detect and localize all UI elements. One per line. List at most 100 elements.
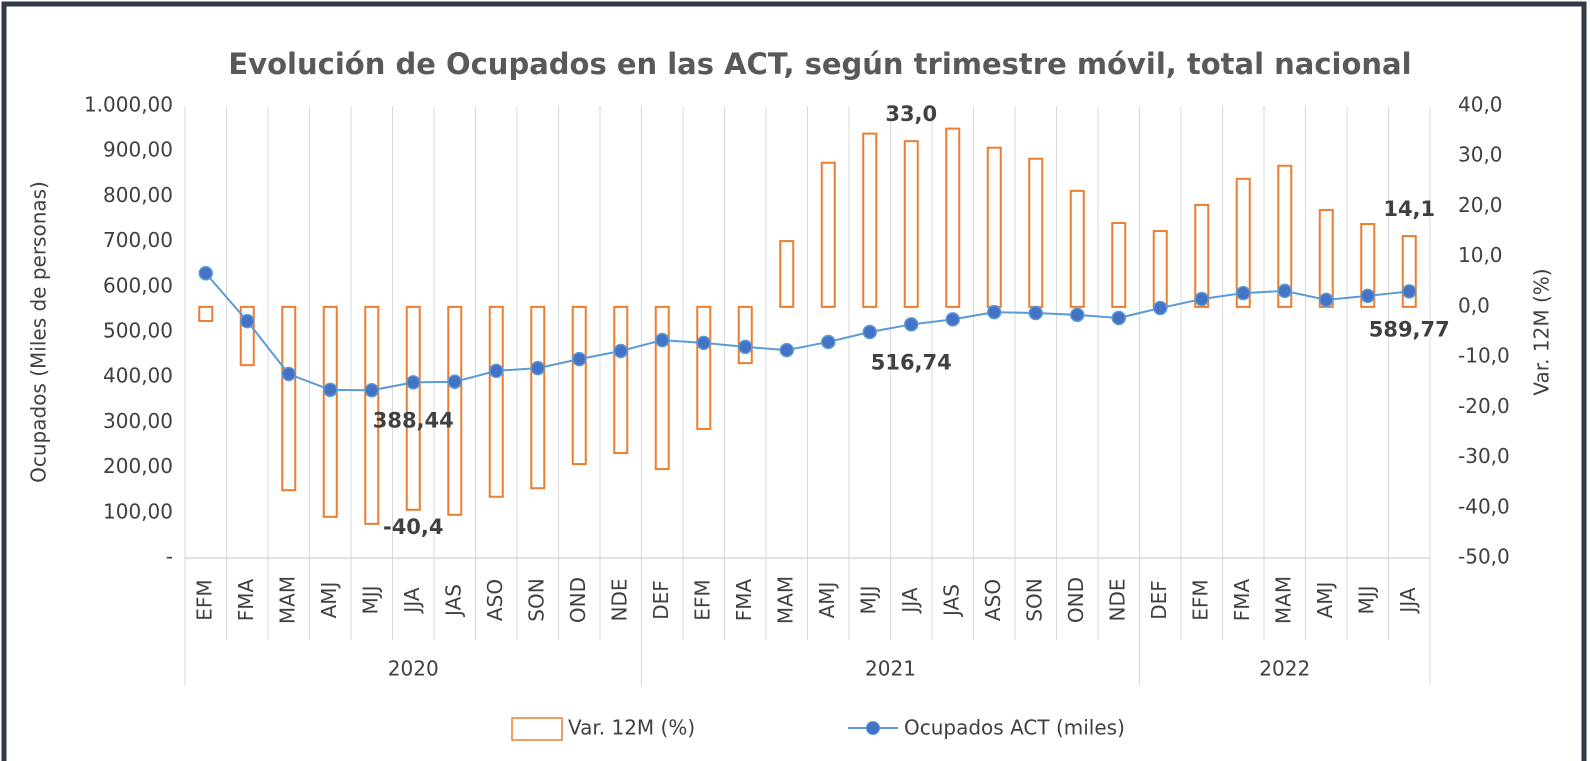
x-tick-label: DEF bbox=[1147, 580, 1171, 620]
x-tick-label: FMA bbox=[1230, 578, 1254, 621]
bar bbox=[1318, 208, 1334, 308]
line-marker bbox=[281, 366, 296, 382]
bar bbox=[654, 305, 670, 471]
bar bbox=[696, 305, 712, 430]
y-tick-label: 100,00 bbox=[103, 499, 173, 523]
line-marker bbox=[1028, 305, 1043, 321]
bar bbox=[488, 305, 504, 498]
y-tick-label: 600,00 bbox=[103, 273, 173, 297]
bar-value-label: 33,0 bbox=[885, 102, 937, 126]
bar-value-label: 14,1 bbox=[1383, 197, 1435, 221]
line-marker bbox=[530, 360, 545, 376]
y-tick-label: 800,00 bbox=[103, 183, 173, 207]
x-tick-label: MJJ bbox=[1354, 585, 1378, 614]
y-axis-label: Ocupados (Miles de personas) bbox=[27, 181, 51, 483]
line-marker bbox=[198, 265, 213, 281]
bar bbox=[1235, 177, 1251, 308]
y2-tick-label: -20,0 bbox=[1458, 394, 1510, 418]
y2-tick-label: -40,0 bbox=[1458, 494, 1510, 518]
bar bbox=[322, 305, 338, 518]
line-marker bbox=[364, 383, 379, 398]
line-marker bbox=[572, 351, 587, 367]
x-group-label: 2022 bbox=[1259, 657, 1310, 681]
x-tick-label: JAS bbox=[441, 584, 465, 618]
x-tick-label: NDE bbox=[1105, 579, 1129, 622]
y2-axis-label: Var. 12M (%) bbox=[1530, 268, 1554, 395]
line-marker bbox=[862, 324, 877, 340]
line-marker bbox=[613, 343, 628, 359]
y-tick-label: 1.000,00 bbox=[84, 93, 173, 117]
x-tick-label: MAM bbox=[773, 576, 797, 624]
x-tick-label: JJA bbox=[898, 587, 922, 614]
y2-tick-label: 0,0 bbox=[1458, 293, 1490, 317]
x-tick-label: JJA bbox=[400, 587, 424, 614]
y2-tick-label: -50,0 bbox=[1458, 545, 1510, 569]
y2-tick-label: 40,0 bbox=[1458, 93, 1503, 117]
legend-marker bbox=[866, 721, 880, 735]
bar-value-label: -40,4 bbox=[383, 515, 444, 539]
x-tick-label: MJJ bbox=[856, 585, 880, 614]
y2-tick-label: -10,0 bbox=[1458, 344, 1510, 368]
x-tick-label: FMA bbox=[732, 578, 756, 621]
x-tick-label: EFM bbox=[1188, 579, 1212, 620]
line-marker bbox=[945, 312, 960, 327]
line-marker bbox=[1070, 307, 1085, 323]
bar bbox=[364, 305, 380, 525]
bar bbox=[1069, 189, 1085, 308]
line-marker bbox=[1360, 288, 1375, 304]
line-marker bbox=[1402, 284, 1417, 299]
bar bbox=[737, 305, 753, 365]
x-tick-label: MAM bbox=[1271, 576, 1295, 624]
bar bbox=[903, 140, 919, 308]
bar bbox=[1111, 222, 1127, 308]
line-marker bbox=[821, 334, 836, 350]
line-marker bbox=[1194, 291, 1209, 307]
x-tick-label: MJJ bbox=[358, 585, 382, 614]
legend-label: Ocupados ACT (miles) bbox=[904, 716, 1125, 740]
bar bbox=[1360, 223, 1376, 308]
line-marker bbox=[1319, 292, 1334, 308]
bar bbox=[571, 305, 587, 466]
line-value-label: 388,44 bbox=[373, 408, 454, 432]
bar bbox=[1277, 164, 1293, 308]
x-tick-label: ASO bbox=[981, 579, 1005, 621]
y2-tick-label: -30,0 bbox=[1458, 444, 1510, 468]
bar bbox=[986, 146, 1002, 308]
bar bbox=[1152, 230, 1168, 308]
x-tick-label: ASO bbox=[483, 579, 507, 621]
y-tick-label: 500,00 bbox=[103, 319, 173, 343]
x-tick-label: AMJ bbox=[1313, 582, 1337, 619]
line-value-label: 516,74 bbox=[871, 350, 952, 374]
x-tick-label: AMJ bbox=[317, 582, 341, 619]
x-tick-label: AMJ bbox=[815, 582, 839, 619]
line-value-label: 589,77 bbox=[1369, 317, 1450, 341]
bar bbox=[530, 305, 546, 490]
bar bbox=[779, 240, 795, 308]
x-tick-label: FMA bbox=[234, 578, 258, 621]
y-tick-label: 900,00 bbox=[103, 138, 173, 162]
x-tick-label: NDE bbox=[607, 579, 631, 622]
x-tick-label: OND bbox=[566, 577, 590, 623]
y-tick-label: 200,00 bbox=[103, 454, 173, 478]
bar bbox=[281, 305, 297, 492]
line-marker bbox=[323, 382, 338, 398]
y-tick-label: 400,00 bbox=[103, 364, 173, 388]
x-tick-label: EFM bbox=[690, 579, 714, 620]
bar bbox=[613, 305, 629, 455]
bar bbox=[945, 127, 961, 308]
y2-tick-label: 10,0 bbox=[1458, 243, 1503, 267]
line-marker bbox=[1153, 300, 1168, 316]
x-group-label: 2020 bbox=[388, 657, 439, 681]
x-tick-label: MAM bbox=[275, 576, 299, 624]
line-marker bbox=[1277, 283, 1292, 299]
line-marker bbox=[1111, 310, 1126, 326]
line-marker bbox=[904, 317, 919, 332]
x-tick-label: SON bbox=[1022, 578, 1046, 621]
y2-tick-label: 30,0 bbox=[1458, 143, 1503, 167]
line-marker bbox=[447, 374, 462, 389]
line-marker bbox=[655, 332, 670, 348]
bar bbox=[405, 305, 421, 511]
x-tick-label: DEF bbox=[649, 580, 673, 620]
line-marker bbox=[489, 363, 504, 379]
